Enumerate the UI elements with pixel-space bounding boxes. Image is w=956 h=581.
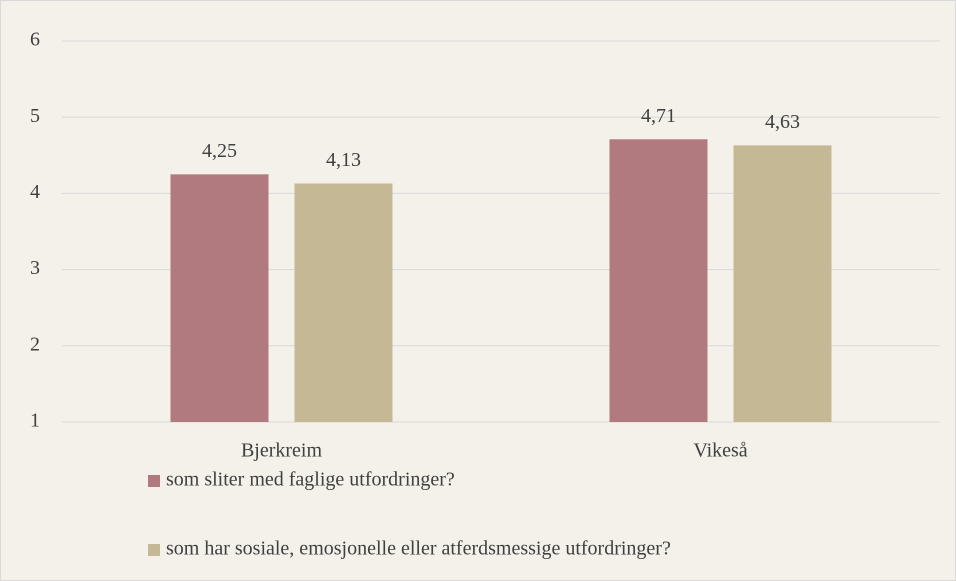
legend-label: som sliter med faglige utfordringer? (166, 469, 455, 491)
bar (170, 174, 269, 422)
y-tick-label: 4 (30, 181, 40, 203)
y-tick-label: 6 (30, 29, 40, 51)
y-tick-label: 1 (30, 410, 40, 432)
bar (294, 183, 393, 422)
x-tick-label: Bjerkreim (241, 440, 323, 462)
y-tick-label: 2 (30, 333, 40, 355)
y-tick-label: 3 (30, 257, 40, 279)
value-label: 4,25 (202, 140, 237, 162)
value-label: 4,63 (765, 111, 800, 133)
x-tick-label: Vikeså (693, 440, 747, 462)
bar (733, 145, 832, 423)
legend-swatch (148, 544, 160, 556)
value-label: 4,13 (326, 149, 361, 171)
y-tick-label: 5 (30, 105, 40, 127)
bar (609, 139, 708, 422)
legend-swatch (148, 475, 160, 487)
value-label: 4,71 (641, 105, 676, 127)
legend-label: som har sosiale, emosjonelle eller atfer… (166, 538, 671, 560)
